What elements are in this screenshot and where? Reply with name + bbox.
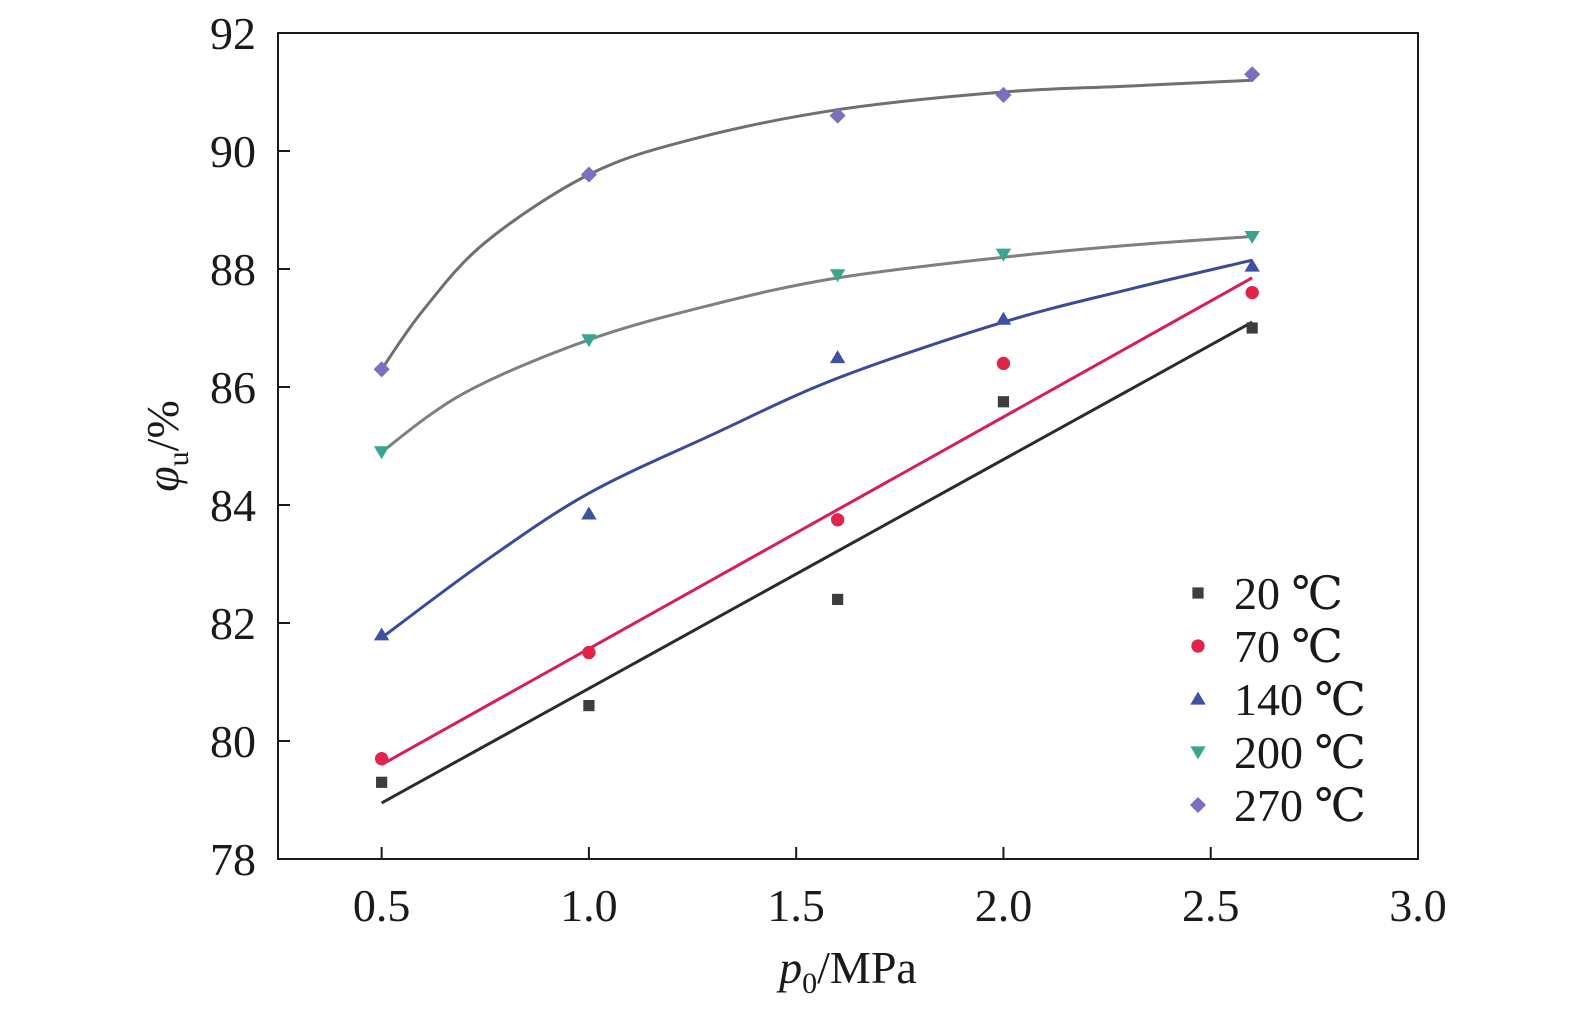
data-point <box>373 627 390 641</box>
y-axis-var: φ <box>137 466 188 491</box>
y-tick-label: 82 <box>210 598 256 649</box>
data-point <box>580 166 597 183</box>
y-axis-title: φu/% <box>137 400 195 492</box>
x-tick-label: 2.0 <box>975 880 1033 931</box>
legend-label: 70 ℃ <box>1234 621 1343 672</box>
data-point <box>829 350 846 364</box>
data-markers <box>373 66 1261 788</box>
data-point <box>581 506 597 520</box>
legend-marker <box>1191 639 1205 653</box>
data-point <box>374 752 389 766</box>
legend-label: 270 ℃ <box>1234 780 1366 831</box>
x-axis-unit: /MPa <box>817 942 917 993</box>
data-point <box>997 396 1010 408</box>
x-tick-label: 0.5 <box>353 880 411 931</box>
data-point <box>582 645 596 660</box>
y-tick-label: 78 <box>210 834 256 885</box>
data-point <box>1246 322 1258 334</box>
data-point <box>373 361 390 378</box>
y-axis-unit: /% <box>137 400 188 451</box>
data-point <box>1245 285 1259 300</box>
data-point <box>1244 258 1260 272</box>
legend-marker <box>1189 796 1207 814</box>
y-axis-sub: u <box>162 451 195 466</box>
y-axis-ticks: 78 80 82 84 86 88 90 92 <box>210 8 290 885</box>
legend-marker <box>1190 746 1206 760</box>
x-axis-title: p0/MPa <box>776 942 917 1000</box>
x-axis-sub: 0 <box>802 967 817 1000</box>
data-point <box>829 269 846 283</box>
y-tick-label: 92 <box>210 8 256 59</box>
x-tick-label: 3.0 <box>1389 880 1447 931</box>
data-point <box>830 513 845 527</box>
legend-label: 140 ℃ <box>1234 674 1366 725</box>
y-tick-label: 86 <box>210 362 256 413</box>
x-tick-label: 1.5 <box>767 880 825 931</box>
x-axis-var: p <box>776 942 802 993</box>
legend-label: 20 ℃ <box>1234 568 1343 619</box>
data-point <box>1244 230 1260 244</box>
y-tick-label: 88 <box>210 244 256 295</box>
plot-frame <box>277 32 1419 860</box>
data-point <box>996 356 1011 371</box>
data-point <box>995 311 1012 325</box>
x-tick-label: 1.0 <box>560 880 618 931</box>
x-tick-label: 2.5 <box>1182 880 1240 931</box>
data-point <box>373 446 390 460</box>
y-tick-label: 84 <box>210 480 256 531</box>
data-point <box>995 248 1012 262</box>
fit-line <box>380 258 1253 639</box>
data-point <box>583 700 595 712</box>
legend-label: 200 ℃ <box>1234 727 1366 778</box>
data-point <box>581 334 597 348</box>
y-tick-label: 90 <box>210 126 256 177</box>
data-point <box>995 86 1012 103</box>
x-axis-ticks: 0.5 1.0 1.5 2.0 2.5 3.0 <box>353 847 1447 931</box>
fit-line <box>380 235 1253 454</box>
fit-line <box>380 78 1253 371</box>
data-point <box>829 107 846 124</box>
data-point <box>376 776 388 788</box>
legend-marker <box>1192 587 1204 599</box>
fit-lines <box>380 78 1253 805</box>
data-point <box>832 593 844 605</box>
fit-line <box>380 320 1253 805</box>
legend-marker <box>1190 691 1206 705</box>
fit-line <box>380 276 1253 766</box>
y-tick-label: 80 <box>210 716 256 767</box>
data-point <box>1244 66 1261 83</box>
